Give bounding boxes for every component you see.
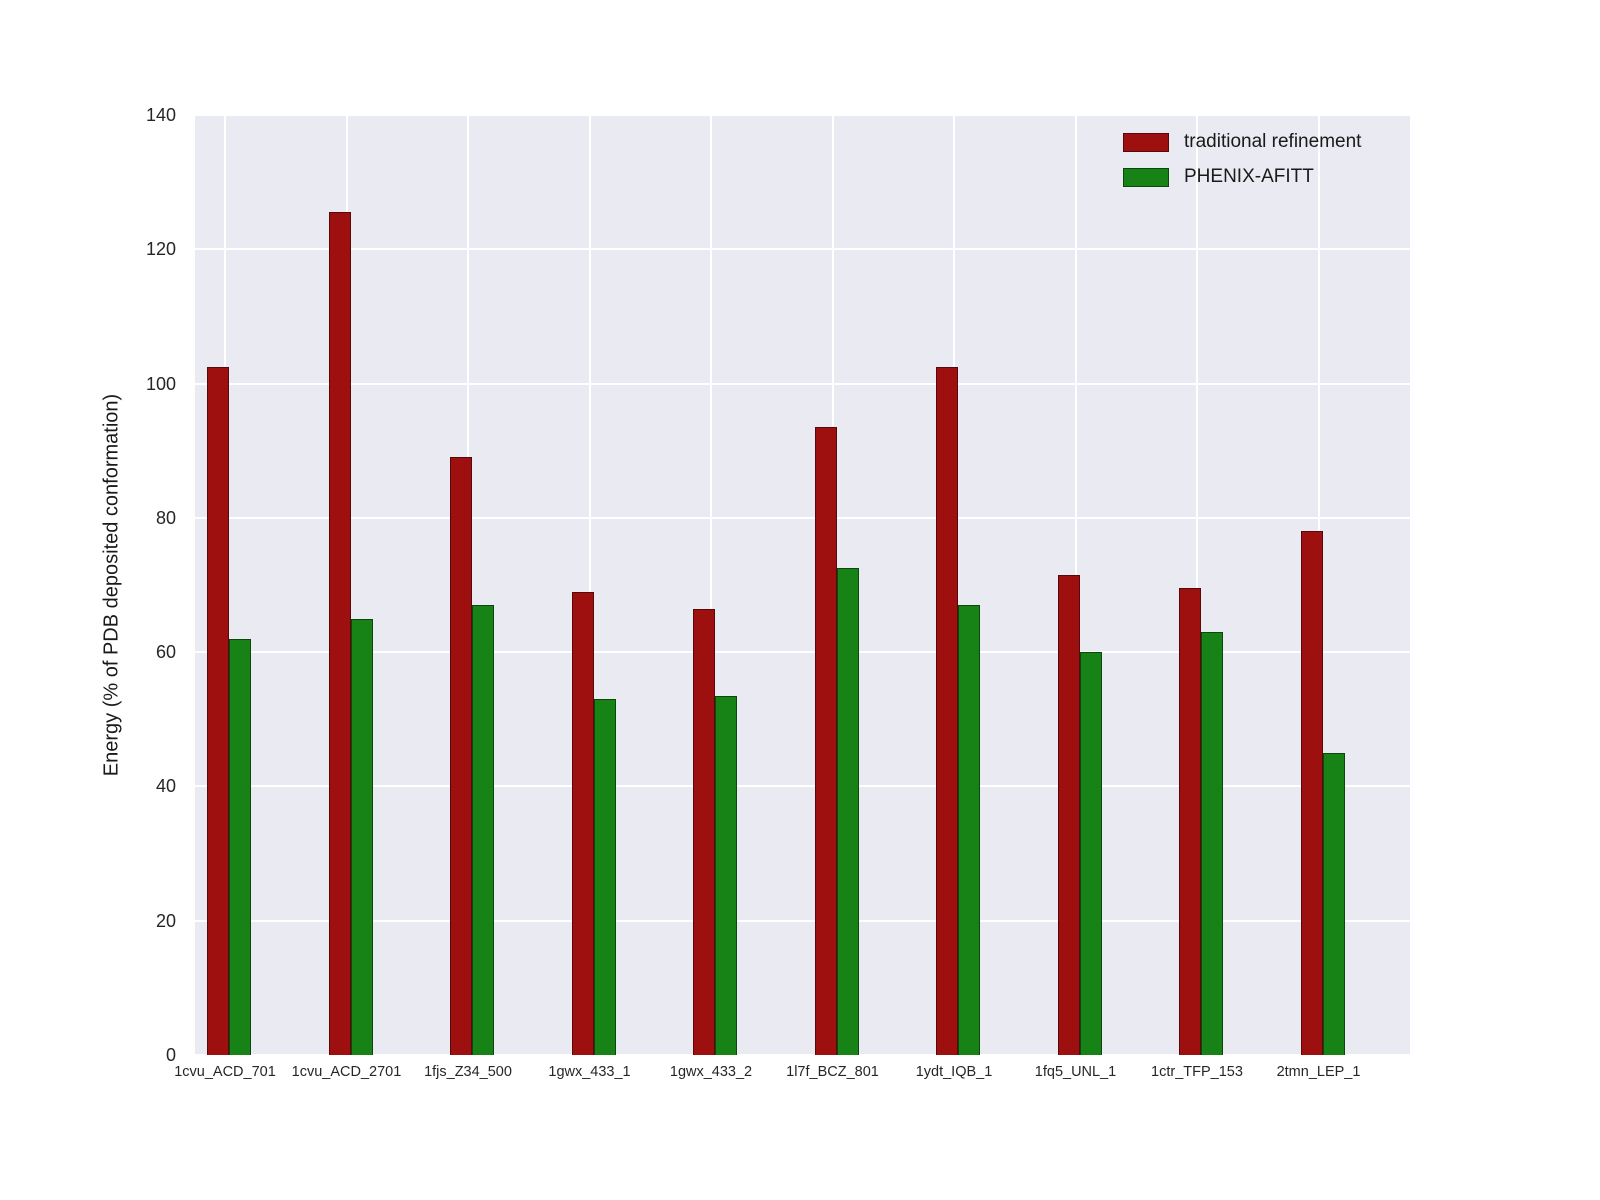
y-tick-label: 120 [145, 239, 176, 260]
gridline-horizontal [195, 114, 1410, 116]
bar-phenix-afitt [229, 638, 251, 1055]
bar-phenix-afitt [836, 568, 859, 1055]
x-tick-label: 1l7f_BCZ_801 [786, 1064, 879, 1080]
legend-item: traditional refinement [1123, 131, 1361, 153]
legend-item: PHENIX-AFITT [1123, 166, 1361, 188]
x-tick-label: 1cvu_ACD_701 [174, 1064, 276, 1080]
y-tick-label: 140 [145, 105, 176, 125]
gridline-horizontal [195, 919, 1410, 922]
bar-traditional-refinement [936, 366, 958, 1055]
bar-phenix-afitt [350, 618, 373, 1055]
gridline-horizontal [195, 785, 1410, 788]
bar-traditional-refinement [571, 591, 594, 1055]
bar-traditional-refinement [693, 608, 715, 1055]
y-tick-label: 20 [155, 910, 176, 931]
x-axis-ticks: 1cvu_ACD_701 1cvu_ACD_2701 1fjs_Z34_500 1gw… [174, 1064, 1410, 1104]
x-tick-label: 1gwx_433_2 [669, 1064, 753, 1080]
bar-phenix-afitt [1201, 632, 1223, 1055]
bar-phenix-afitt [472, 605, 494, 1055]
legend-swatch [1123, 132, 1169, 152]
bar-traditional-refinement [1057, 574, 1080, 1055]
gridline-vertical [1196, 115, 1198, 1055]
gridline-horizontal [195, 382, 1410, 385]
bar-phenix-afitt [593, 699, 616, 1055]
bar-phenix-afitt [1079, 652, 1102, 1055]
bar-traditional-refinement [207, 366, 229, 1055]
x-tick-label: 1fjs_Z34_500 [424, 1064, 512, 1080]
y-tick-label: 100 [145, 373, 176, 394]
y-axis-label: Energy (% of PDB deposited conformation) [100, 393, 123, 777]
bar-traditional-refinement [814, 427, 837, 1055]
gridline-horizontal [195, 1054, 1410, 1056]
bar-phenix-afitt [715, 695, 737, 1055]
legend-label: PHENIX-AFITT [1184, 166, 1314, 187]
legend-swatch [1123, 167, 1169, 187]
x-tick-label: 1fq5_UNL_1 [1034, 1064, 1117, 1080]
bar-phenix-afitt [1322, 752, 1345, 1055]
gridline-horizontal [195, 248, 1410, 251]
bar-traditional-refinement [328, 212, 351, 1055]
y-tick-label: 60 [155, 642, 176, 663]
bar-phenix-afitt [958, 605, 980, 1055]
gridline-horizontal [195, 651, 1410, 654]
x-tick-label: 1gwx_433_1 [548, 1064, 631, 1080]
gridline-vertical [710, 115, 712, 1055]
bar-traditional-refinement [450, 457, 472, 1055]
x-tick-label: 1ydt_IQB_1 [915, 1064, 993, 1080]
plot-area: traditional refinement PHENIX-AFITT [195, 114, 1410, 1056]
y-axis-ticks: 0 20 40 60 80 100 120 140 [0, 0, 188, 1200]
bar-traditional-refinement [1300, 531, 1323, 1055]
gridline-vertical [588, 115, 591, 1055]
bar-traditional-refinement [1179, 588, 1201, 1055]
gridline-horizontal [195, 516, 1410, 519]
legend-label: traditional refinement [1184, 131, 1362, 152]
y-tick-label: 0 [165, 1045, 176, 1065]
x-tick-label: 1ctr_TFP_153 [1151, 1064, 1243, 1080]
y-tick-label: 80 [155, 507, 176, 528]
x-tick-label: 1cvu_ACD_2701 [291, 1064, 402, 1080]
y-tick-label: 40 [155, 776, 176, 797]
legend: traditional refinement PHENIX-AFITT [1123, 131, 1361, 188]
x-tick-label: 2tmn_LEP_1 [1276, 1064, 1361, 1080]
